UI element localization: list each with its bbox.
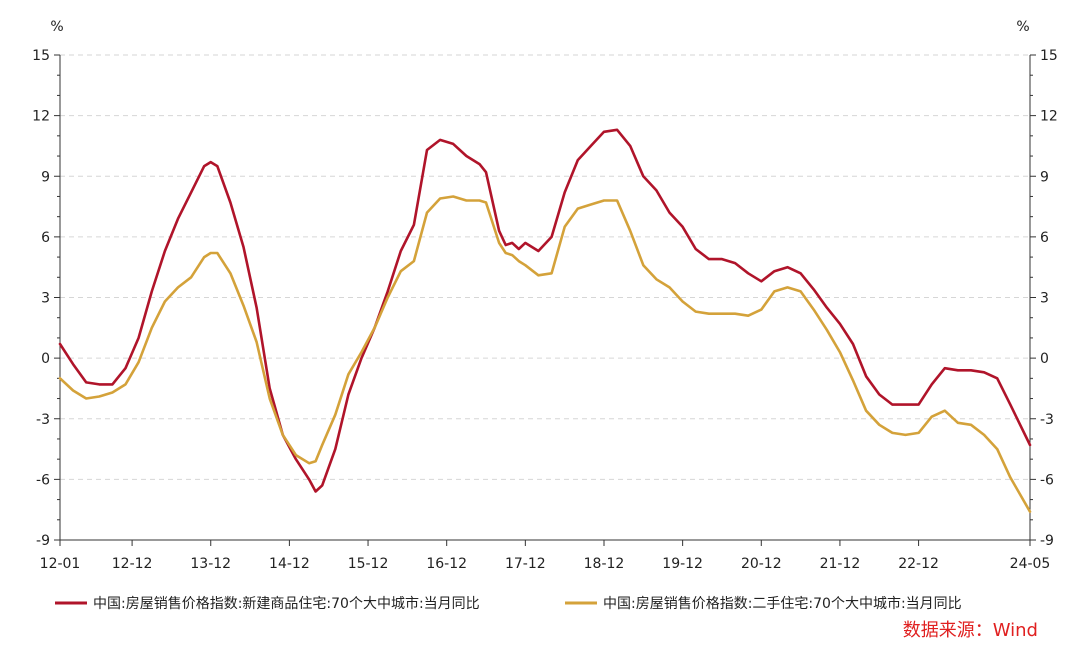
x-tick-label: 22-12 [898, 556, 939, 572]
y-tick-label-left: -9 [36, 533, 50, 549]
x-tick-label: 16-12 [426, 556, 467, 572]
y-tick-label-right: 6 [1040, 230, 1049, 246]
series-line-new-homes [58, 128, 1032, 493]
grid-lines [60, 54, 1030, 480]
x-tick-label: 21-12 [820, 556, 861, 572]
y-tick-label-left: -3 [36, 412, 50, 428]
y-tick-label-right: 15 [1040, 48, 1058, 64]
y-tick-label-right: -9 [1040, 533, 1054, 549]
y-tick-label-right: -3 [1040, 412, 1054, 428]
legend: 中国:房屋销售价格指数:新建商品住宅:70个大中城市:当月同比 中国:房屋销售价格… [55, 595, 962, 612]
series-lines [58, 128, 1032, 513]
y-tick-label-right: 3 [1040, 291, 1049, 307]
x-tick-label: 19-12 [662, 556, 703, 572]
y-unit-right: % [1016, 19, 1029, 35]
y-tick-label-left: 9 [41, 169, 50, 185]
legend-label: 中国:房屋销售价格指数:二手住宅:70个大中城市:当月同比 [603, 595, 962, 612]
y-tick-label-right: 9 [1040, 169, 1049, 185]
x-tick-label: 15-12 [348, 556, 389, 572]
y-tick-label-right: 0 [1040, 351, 1049, 367]
x-tick-label: 12-01 [40, 556, 81, 572]
y-unit-left: % [50, 19, 63, 35]
x-tick-label: 20-12 [741, 556, 782, 572]
x-tick-label: 14-12 [269, 556, 310, 572]
x-tick-label: 13-12 [190, 556, 231, 572]
y-tick-label-left: 6 [41, 230, 50, 246]
y-tick-label-left: -6 [36, 472, 50, 488]
y-tick-label-right: 12 [1040, 109, 1058, 125]
y-tick-label-left: 0 [41, 351, 50, 367]
series-line-second-hand-homes [58, 195, 1032, 513]
y-tick-label-left: 15 [32, 48, 50, 64]
y-tick-label-left: 3 [41, 291, 50, 307]
x-tick-label: 17-12 [505, 556, 546, 572]
y-tick-label-right: -6 [1040, 472, 1054, 488]
legend-label: 中国:房屋销售价格指数:新建商品住宅:70个大中城市:当月同比 [93, 595, 480, 612]
x-tick-label: 12-12 [112, 556, 153, 572]
axes: -9 -9 -6 -6 -3 -3 0 0 3 3 6 6 9 9 12 12 15 15% % 12-01 12-12… [32, 19, 1058, 572]
x-tick-label: 24-05 [1010, 556, 1051, 572]
source-label: 数据来源：Wind [903, 620, 1038, 641]
y-tick-label-left: 12 [32, 109, 50, 125]
x-tick-label: 18-12 [584, 556, 625, 572]
